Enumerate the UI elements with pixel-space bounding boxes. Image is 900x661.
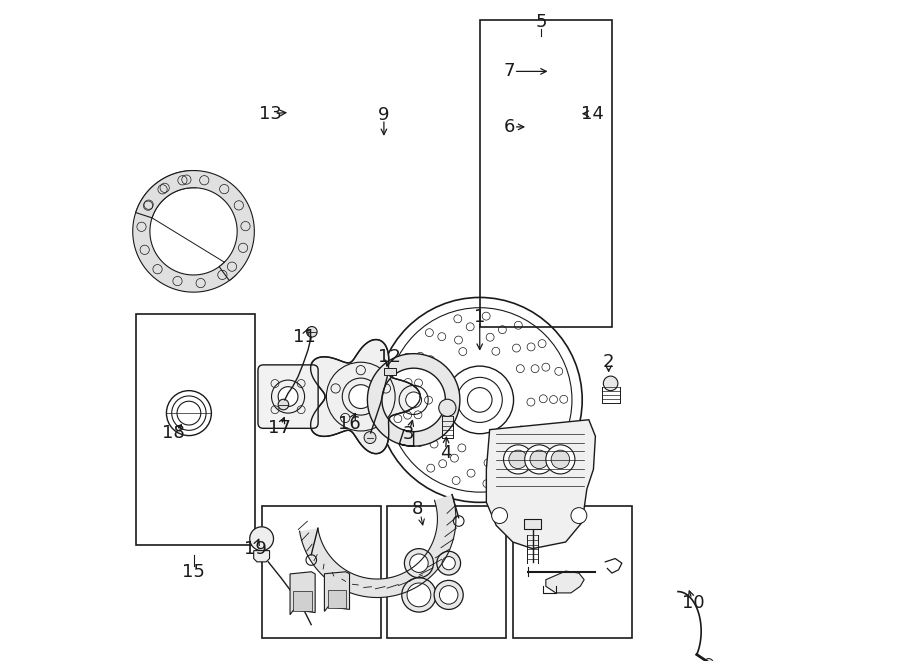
Circle shape [503,445,533,474]
Circle shape [401,578,436,612]
Bar [524,519,541,529]
Circle shape [434,580,464,609]
Bar [480,20,612,327]
Bar [136,314,255,545]
Circle shape [406,392,421,408]
Text: 18: 18 [162,424,185,442]
Circle shape [508,450,527,469]
Text: 4: 4 [439,444,451,463]
Circle shape [571,508,587,524]
Text: 9: 9 [378,106,390,124]
Circle shape [177,401,201,425]
Text: 5: 5 [536,13,547,32]
Circle shape [349,385,373,408]
Text: 16: 16 [338,415,361,434]
Circle shape [249,527,274,551]
Circle shape [436,551,461,575]
Circle shape [545,445,575,474]
Polygon shape [290,572,315,615]
Text: 12: 12 [378,348,400,366]
Circle shape [410,554,428,572]
Bar [384,368,396,375]
Text: 11: 11 [293,328,316,346]
Circle shape [364,432,376,444]
Text: 3: 3 [402,425,414,444]
Polygon shape [486,420,596,549]
Circle shape [439,399,456,416]
Text: 14: 14 [580,104,604,123]
Bar [387,506,506,638]
Polygon shape [254,551,269,562]
Text: 19: 19 [244,539,266,558]
Circle shape [278,387,298,407]
Polygon shape [324,572,349,611]
Circle shape [704,658,714,661]
Polygon shape [545,571,584,593]
Polygon shape [310,340,420,453]
Polygon shape [300,494,456,598]
Text: 1: 1 [474,308,485,327]
Circle shape [439,586,458,604]
Circle shape [278,399,289,410]
Bar [262,506,381,638]
Polygon shape [328,590,346,608]
Circle shape [307,327,317,337]
Text: 13: 13 [259,104,282,123]
Text: 17: 17 [268,419,291,438]
FancyBboxPatch shape [258,365,318,428]
Circle shape [491,508,508,524]
Text: 15: 15 [182,563,205,581]
Text: 2: 2 [603,353,615,371]
Bar [513,506,632,638]
Circle shape [551,450,570,469]
Polygon shape [132,171,237,292]
Circle shape [530,450,548,469]
Polygon shape [293,591,312,611]
Text: 7: 7 [504,62,515,81]
Circle shape [407,583,431,607]
Text: 8: 8 [411,500,423,518]
Polygon shape [136,171,255,280]
Text: 6: 6 [504,118,515,136]
Circle shape [404,549,434,578]
Circle shape [525,445,554,474]
Circle shape [442,557,455,570]
Circle shape [603,376,618,391]
Polygon shape [367,354,460,446]
Text: 10: 10 [682,594,705,612]
